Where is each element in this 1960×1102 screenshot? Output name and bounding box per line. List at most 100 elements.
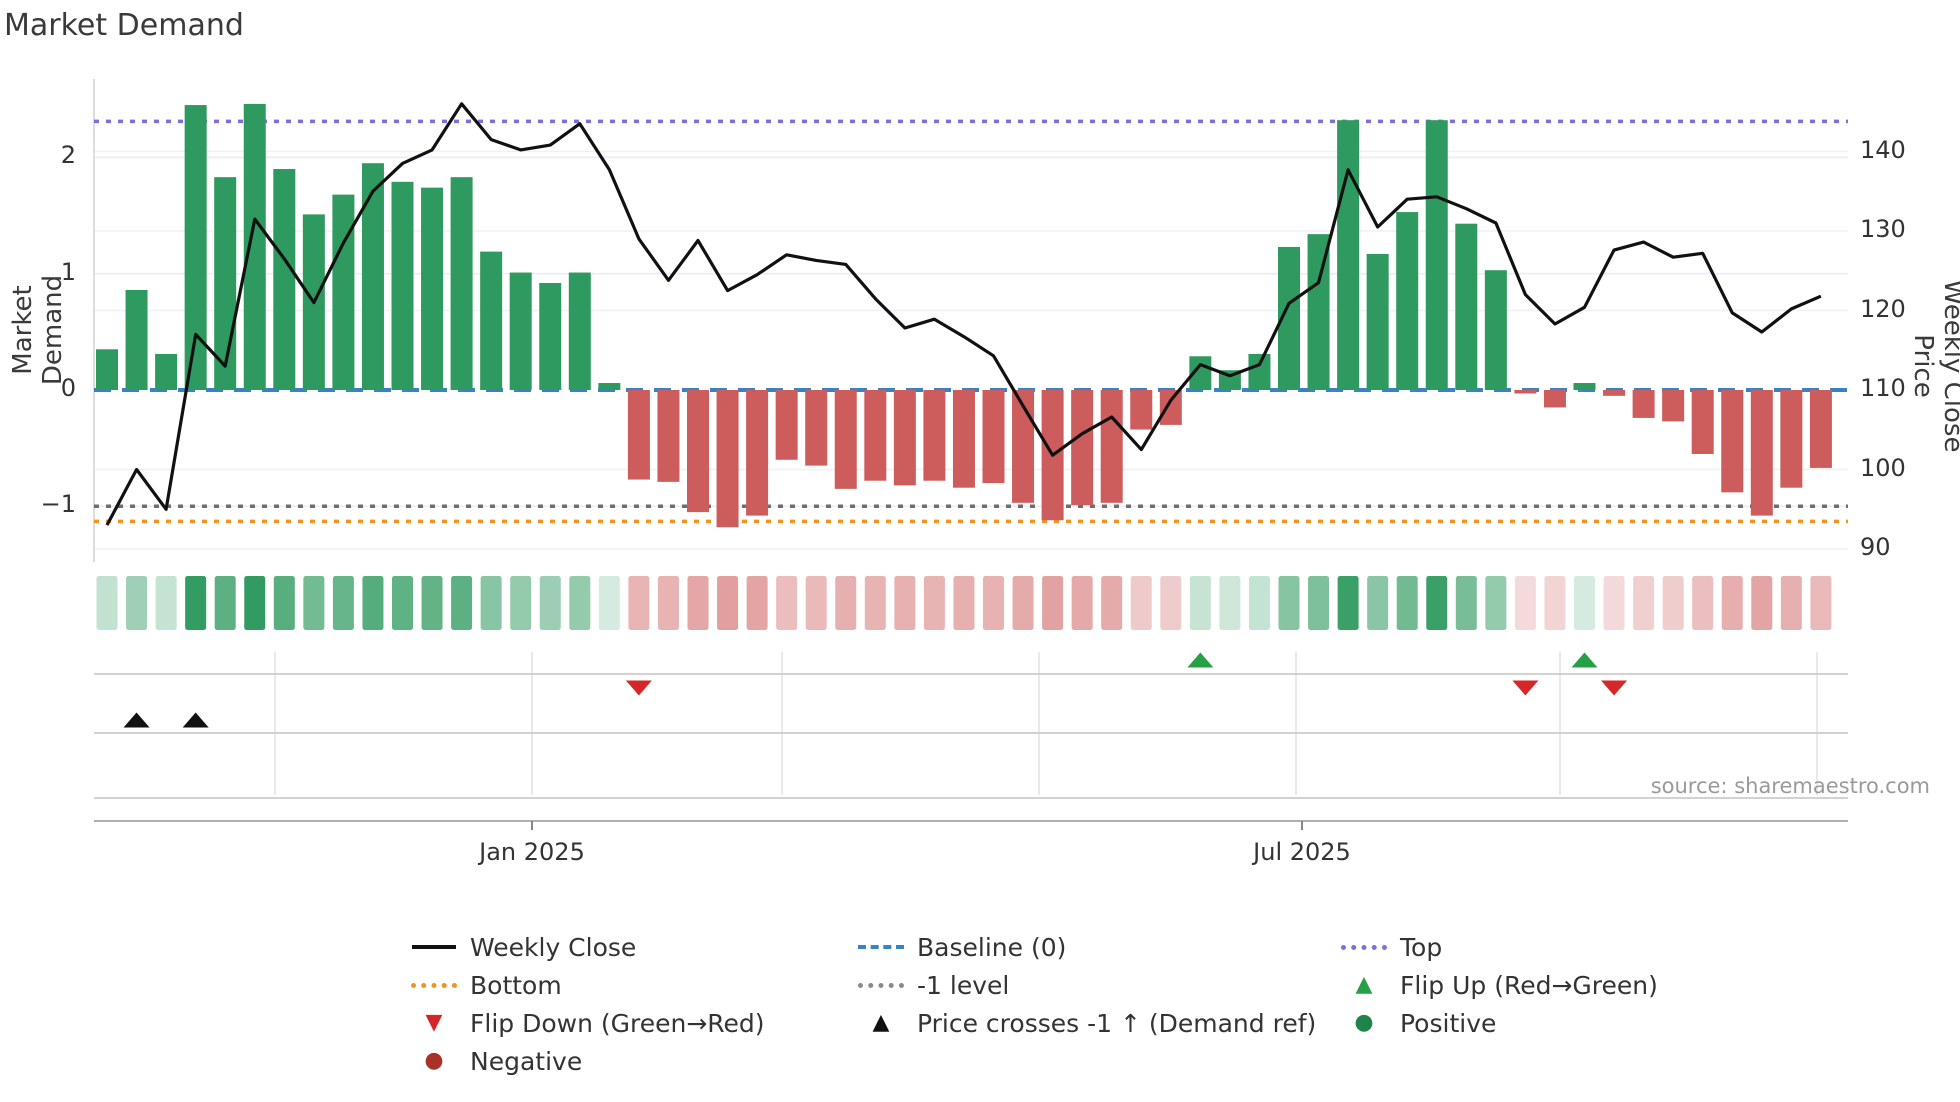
demand-bar-positive — [1425, 120, 1448, 391]
weekly-close-line — [105, 102, 1822, 526]
legend-label: -1 level — [917, 970, 1010, 1000]
demand-bar-positive — [361, 163, 384, 390]
heatmap-cell — [510, 576, 532, 630]
heatmap-cell — [1219, 576, 1241, 630]
right-axis-tick-label: 130 — [1860, 215, 1906, 243]
heatmap-cell — [1455, 576, 1477, 630]
legend-swatch — [408, 982, 460, 988]
demand-bar-positive — [273, 169, 296, 390]
legend-swatch: ● — [408, 1050, 460, 1072]
demand-bar-negative — [687, 390, 709, 513]
heatmap-cell — [303, 576, 325, 630]
legend-item-1-level: -1 level — [855, 966, 1316, 1004]
demand-bar-negative — [1780, 390, 1803, 488]
heatmap-cell — [96, 576, 118, 630]
heatmap-cell — [1012, 576, 1034, 630]
heatmap-cell — [1603, 576, 1625, 630]
x-tick-jan-2025: Jan 2025 — [479, 838, 585, 866]
legend-label: Positive — [1400, 1008, 1497, 1038]
demand-bar-negative — [1100, 390, 1123, 503]
legend-swatch — [1338, 944, 1390, 950]
heatmap-cell — [1485, 576, 1507, 630]
heatmap-cell — [776, 576, 798, 630]
legend-column: Top ▲ Flip Up (Red→Green) ● Positive — [1338, 928, 1658, 1042]
demand-bar-positive — [243, 103, 266, 390]
heatmap-cell — [1337, 576, 1359, 630]
heatmap-cell — [1130, 576, 1152, 630]
heatmap-cell — [1514, 576, 1536, 630]
heatmap-cell — [451, 576, 473, 630]
demand-bar-positive — [1248, 353, 1271, 390]
demand-bar-negative — [834, 390, 857, 489]
demand-bar-positive — [184, 105, 207, 390]
legend-item-flip-up-red-green: ▲ Flip Up (Red→Green) — [1338, 966, 1658, 1004]
demand-bar-negative — [952, 390, 975, 488]
legend-swatch — [855, 945, 907, 949]
legend-column: Weekly Close Bottom ▼ Flip Down (Green→Red)… — [408, 928, 765, 1080]
heatmap-cell — [1751, 576, 1773, 630]
heatmap-cell — [805, 576, 827, 630]
demand-bar-negative — [1809, 390, 1832, 468]
heatmap-cell — [126, 576, 148, 630]
demand-bar-negative — [1750, 390, 1773, 516]
heatmap-cell — [480, 576, 502, 630]
demand-bar-negative — [1012, 390, 1035, 503]
left-axis-tick-label: 0 — [60, 374, 76, 402]
x-tick-jul-2025: Jul 2025 — [1253, 838, 1351, 866]
legend-item-top: Top — [1338, 928, 1658, 966]
heatmap-cell — [1426, 576, 1448, 630]
demand-bar-positive — [1307, 234, 1330, 390]
circle-marker-icon: ● — [1354, 1010, 1374, 1035]
demand-bar-negative — [1662, 390, 1685, 422]
heatmap-cell — [1662, 576, 1684, 630]
heatmap-cell — [1308, 576, 1330, 630]
demand-bar-positive — [539, 283, 562, 390]
demand-bar-negative — [1721, 390, 1744, 493]
heatmap-cell — [1042, 576, 1064, 630]
demand-bar-positive — [598, 383, 621, 390]
heatmap-cell — [155, 576, 177, 630]
price-cross-marker — [182, 712, 209, 728]
demand-bar-negative — [716, 390, 739, 528]
demand-bar-positive — [450, 177, 473, 390]
demand-bar-positive — [391, 181, 414, 390]
heatmap-cell — [923, 576, 945, 630]
source-attribution: source: sharemaestro.com — [1650, 774, 1930, 798]
right-axis-tick-label: 110 — [1860, 374, 1906, 402]
legend-label: Negative — [470, 1046, 583, 1076]
demand-bar-positive — [1396, 212, 1419, 390]
demand-bar-negative — [1543, 390, 1566, 408]
demand-bar-negative — [805, 390, 828, 466]
demand-bar-negative — [864, 390, 887, 481]
heatmap-cell — [1189, 576, 1211, 630]
heatmap-cell — [953, 576, 975, 630]
legend-item-bottom: Bottom — [408, 966, 765, 1004]
legend-item-positive: ● Positive — [1338, 1004, 1658, 1042]
demand-bar-negative — [775, 390, 798, 460]
legend-column: Baseline (0) -1 level ▲ Price crosses -1 ↑ … — [855, 928, 1316, 1042]
heatmap-cell — [983, 576, 1004, 630]
heatmap-cell — [273, 576, 295, 630]
heatmap-cell — [214, 576, 236, 630]
demand-bar-negative — [982, 390, 1005, 484]
heatmap-cell — [598, 576, 620, 630]
heatmap-cell — [244, 576, 266, 630]
heatmap-cell — [1692, 576, 1714, 630]
dotted-line-icon — [1341, 944, 1387, 950]
heatmap-cell — [569, 576, 591, 630]
heatmap-cell — [717, 576, 739, 630]
heatmap-cell — [1396, 576, 1418, 630]
heatmap-cell — [746, 576, 768, 630]
demand-bar-positive — [96, 349, 118, 390]
demand-bar-negative — [923, 390, 946, 481]
right-axis-tick-label: 140 — [1860, 135, 1906, 164]
heatmap-cell — [1544, 576, 1566, 630]
heatmap-cell — [392, 576, 413, 630]
heatmap-cell — [1160, 576, 1182, 630]
legend-item-price-crosses-1-demand-ref: ▲ Price crosses -1 ↑ (Demand ref) — [855, 1004, 1317, 1042]
legend-label: Price crosses -1 ↑ (Demand ref) — [917, 1008, 1317, 1038]
legend-item-flip-down-green-red: ▼ Flip Down (Green→Red) — [408, 1004, 765, 1042]
right-axis-tick-label: 100 — [1860, 453, 1906, 482]
chart-legend: Weekly Close Bottom ▼ Flip Down (Green→Red)… — [0, 928, 1960, 1088]
